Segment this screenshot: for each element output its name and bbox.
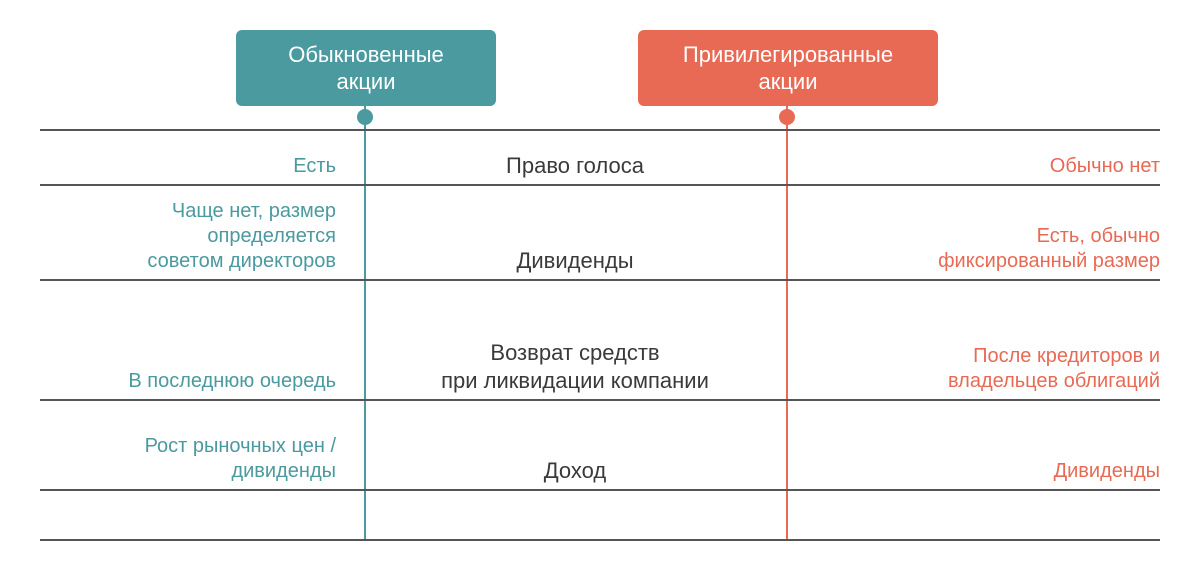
cell-right: После кредиторов и владельцев облигаций	[805, 290, 1160, 400]
cell-center: Право голоса	[380, 130, 770, 185]
vline-common	[364, 106, 366, 540]
header-common-shares: Обыкновенные акции	[236, 30, 496, 106]
dot-common	[357, 109, 373, 125]
cell-left: Есть	[40, 130, 350, 185]
dot-preferred	[779, 109, 795, 125]
cell-right: Обычно нет	[805, 130, 1160, 185]
cell-left: В последнюю очередь	[40, 290, 350, 400]
cell-right: Есть, обычно фиксированный размер	[805, 195, 1160, 280]
cell-right: Дивиденды	[805, 410, 1160, 490]
cell-left: Чаще нет, размер определяется советом ди…	[40, 195, 350, 280]
header-preferred-shares: Привилегированные акции	[638, 30, 938, 106]
cell-center: Возврат средств при ликвидации компании	[380, 290, 770, 400]
cell-center: Доход	[380, 410, 770, 490]
vline-preferred	[786, 106, 788, 540]
cell-left: Рост рыночных цен / дивиденды	[40, 410, 350, 490]
comparison-canvas: Обыкновенные акции Привилегированные акц…	[0, 0, 1200, 587]
hline	[40, 539, 1160, 541]
cell-center: Дивиденды	[380, 195, 770, 280]
